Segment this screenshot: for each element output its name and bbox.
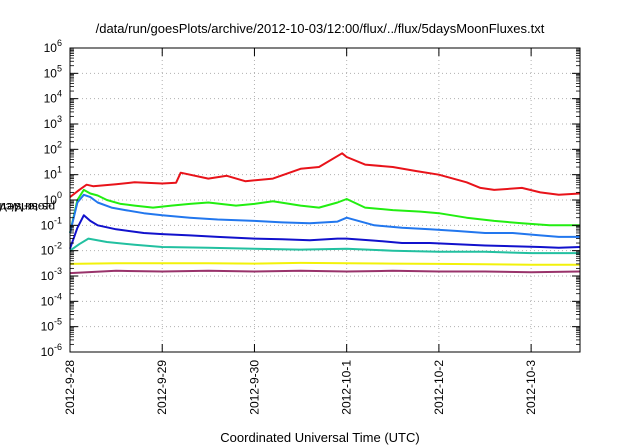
series-line-purple (69, 269, 581, 275)
series-line-red (69, 152, 581, 198)
y-tick-label: 105 (44, 63, 62, 80)
y-tick-label: 104 (44, 89, 62, 106)
y-tick-label: 10-1 (41, 215, 62, 232)
x-tick-label: 2012-10-1 (340, 360, 354, 415)
series-layer (69, 152, 581, 275)
chart-title: /data/run/goesPlots/archive/2012-10-03/1… (95, 21, 545, 36)
y-tick-label: 10-2 (41, 241, 62, 258)
y-tick-label: 10-6 (41, 342, 62, 359)
y-tick-label: 10-3 (41, 266, 62, 283)
x-tick-label: 2012-9-28 (63, 360, 77, 415)
y-tick-label: 10-4 (41, 291, 62, 308)
y-tick-label: 102 (44, 139, 62, 156)
y-tick-label: 106 (44, 38, 62, 55)
y-tick-label: 103 (44, 114, 62, 131)
tick-layer: 10-610-510-410-310-210-11001011021031041… (41, 38, 580, 415)
x-tick-label: 2012-10-3 (524, 360, 538, 415)
series-line-blue (69, 214, 581, 250)
y-tick-label: 10-5 (41, 317, 62, 334)
x-tick-label: 2012-10-2 (432, 360, 446, 415)
grid (70, 48, 580, 352)
series-line-yellow (69, 261, 580, 266)
x-tick-label: 2012-9-29 (155, 360, 169, 415)
x-tick-label: 2012-9-30 (247, 360, 261, 415)
x-axis-label: Coordinated Universal Time (UTC) (220, 430, 420, 445)
series-line-teal (69, 237, 580, 255)
y-tick-label: 101 (44, 165, 62, 182)
series-line-lightblue (69, 193, 580, 238)
series-line-green (69, 188, 580, 234)
